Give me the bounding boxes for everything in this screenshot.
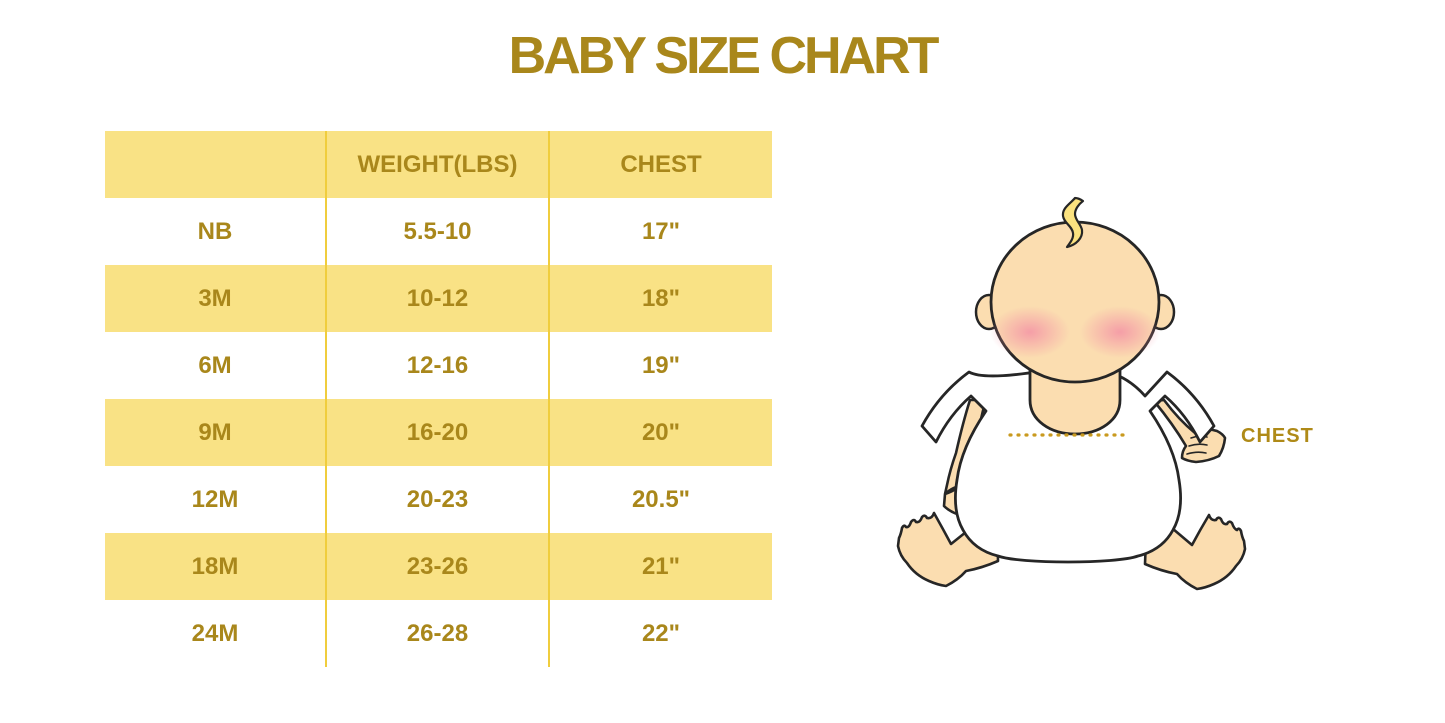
svg-text:CHEST: CHEST xyxy=(1241,425,1314,447)
